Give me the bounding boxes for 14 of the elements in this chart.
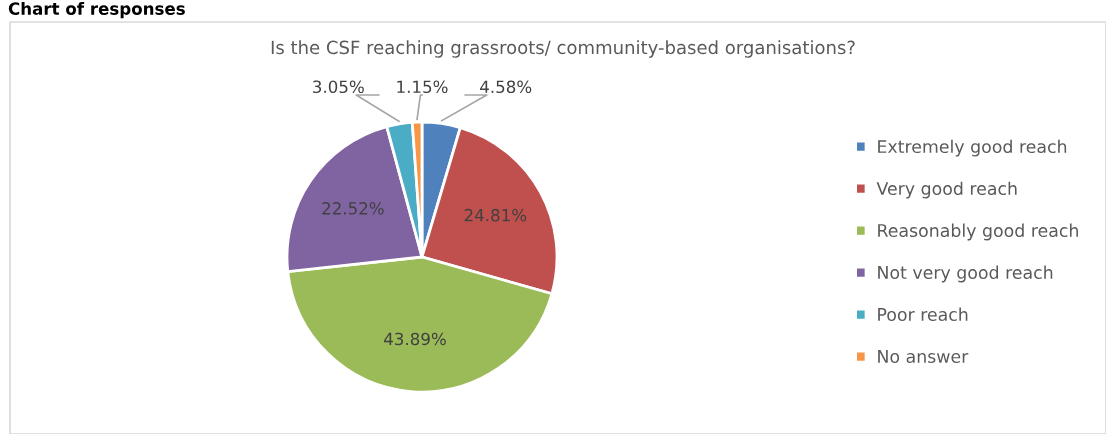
legend-label: Poor reach xyxy=(878,307,968,321)
data-label: 1.15% xyxy=(397,80,448,94)
legend-label: Reasonably good reach xyxy=(878,223,1078,241)
legend-label: No answer xyxy=(878,350,969,363)
data-label: 22.52% xyxy=(322,202,384,215)
data-label: 24.81% xyxy=(464,208,527,222)
text: Chart of responses xyxy=(8,2,185,19)
legend-label: Extremely good reach xyxy=(878,139,1067,157)
data-label: 43.89% xyxy=(384,332,446,346)
legend-label: Very good reach xyxy=(876,181,1017,199)
chart-title: Is the CSF reaching grassroots/ community-based organisations? xyxy=(271,40,855,58)
data-label: 3.05% xyxy=(313,80,364,94)
legend-label: Not very good reach xyxy=(878,265,1053,283)
data-label: 4.58% xyxy=(480,80,532,94)
